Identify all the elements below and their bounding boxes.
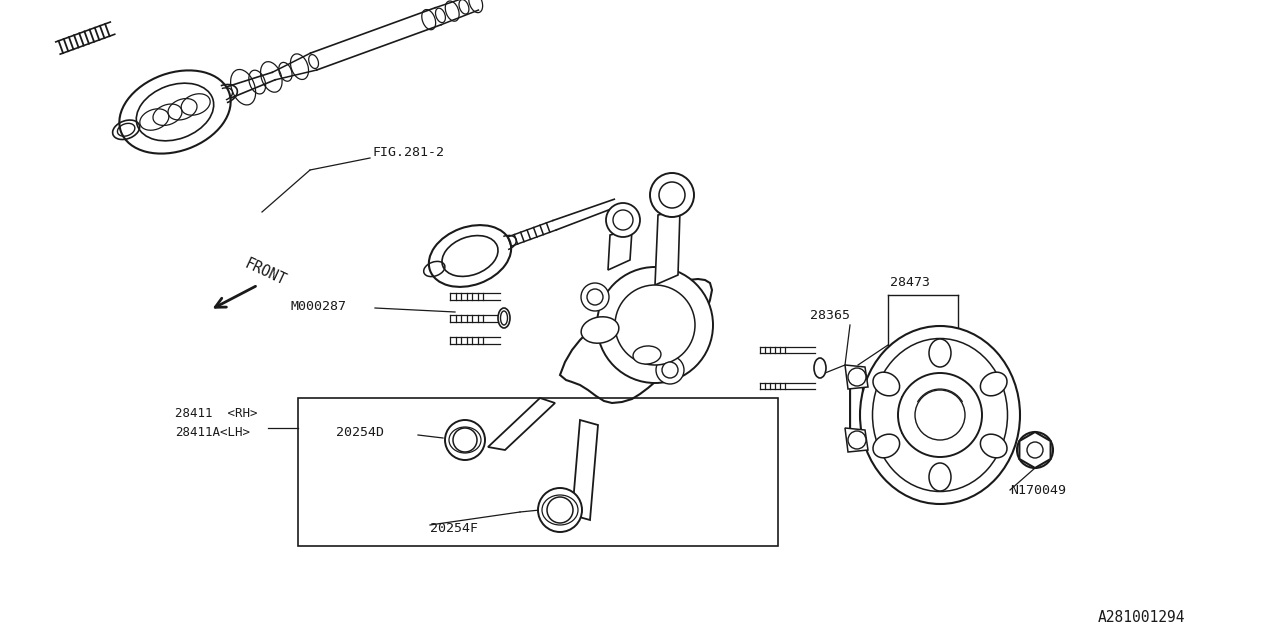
Text: 28473: 28473 bbox=[890, 275, 931, 289]
Text: FRONT: FRONT bbox=[242, 256, 288, 288]
Circle shape bbox=[613, 210, 634, 230]
Circle shape bbox=[588, 289, 603, 305]
Ellipse shape bbox=[873, 434, 900, 458]
Polygon shape bbox=[850, 380, 918, 450]
Circle shape bbox=[538, 488, 582, 532]
Circle shape bbox=[849, 368, 867, 386]
Ellipse shape bbox=[634, 346, 660, 364]
Bar bbox=[298, 398, 778, 546]
Text: FIG.281-2: FIG.281-2 bbox=[372, 145, 444, 159]
Circle shape bbox=[849, 431, 867, 449]
Ellipse shape bbox=[980, 372, 1007, 396]
Circle shape bbox=[605, 203, 640, 237]
Text: 28411A<LH>: 28411A<LH> bbox=[175, 426, 250, 438]
Polygon shape bbox=[906, 383, 918, 447]
Polygon shape bbox=[902, 397, 915, 433]
Polygon shape bbox=[892, 383, 904, 447]
Polygon shape bbox=[1019, 432, 1051, 468]
Polygon shape bbox=[561, 279, 712, 403]
Text: 28411  <RH>: 28411 <RH> bbox=[175, 406, 257, 419]
Polygon shape bbox=[878, 383, 890, 447]
Polygon shape bbox=[845, 365, 868, 389]
Circle shape bbox=[1024, 439, 1046, 461]
Text: M000287: M000287 bbox=[291, 300, 346, 312]
Text: 20254F: 20254F bbox=[430, 522, 477, 534]
Circle shape bbox=[657, 356, 684, 384]
Circle shape bbox=[659, 182, 685, 208]
Circle shape bbox=[614, 285, 695, 365]
Ellipse shape bbox=[980, 434, 1007, 458]
Circle shape bbox=[899, 373, 982, 457]
Polygon shape bbox=[655, 210, 680, 285]
Ellipse shape bbox=[873, 339, 1007, 492]
Circle shape bbox=[547, 497, 573, 523]
Circle shape bbox=[1027, 442, 1043, 458]
Text: 28365: 28365 bbox=[810, 308, 850, 321]
Ellipse shape bbox=[860, 326, 1020, 504]
Polygon shape bbox=[608, 230, 632, 270]
Ellipse shape bbox=[498, 308, 509, 328]
Circle shape bbox=[445, 420, 485, 460]
Ellipse shape bbox=[929, 339, 951, 367]
Text: 20254D: 20254D bbox=[337, 426, 384, 438]
Ellipse shape bbox=[581, 317, 618, 343]
Circle shape bbox=[453, 428, 477, 452]
Ellipse shape bbox=[429, 225, 511, 287]
Circle shape bbox=[1018, 432, 1053, 468]
Ellipse shape bbox=[929, 463, 951, 491]
Circle shape bbox=[581, 283, 609, 311]
Polygon shape bbox=[845, 428, 868, 452]
Circle shape bbox=[596, 267, 713, 383]
Ellipse shape bbox=[873, 372, 900, 396]
Polygon shape bbox=[488, 398, 556, 450]
Ellipse shape bbox=[136, 83, 214, 141]
Polygon shape bbox=[850, 383, 861, 447]
Ellipse shape bbox=[814, 358, 826, 378]
Ellipse shape bbox=[119, 70, 230, 154]
Circle shape bbox=[662, 362, 678, 378]
Polygon shape bbox=[572, 420, 598, 520]
Text: N170049: N170049 bbox=[1010, 483, 1066, 497]
Circle shape bbox=[915, 390, 965, 440]
Text: A281001294: A281001294 bbox=[1098, 609, 1185, 625]
Polygon shape bbox=[864, 383, 876, 447]
Ellipse shape bbox=[500, 311, 507, 325]
Ellipse shape bbox=[442, 236, 498, 276]
Circle shape bbox=[650, 173, 694, 217]
